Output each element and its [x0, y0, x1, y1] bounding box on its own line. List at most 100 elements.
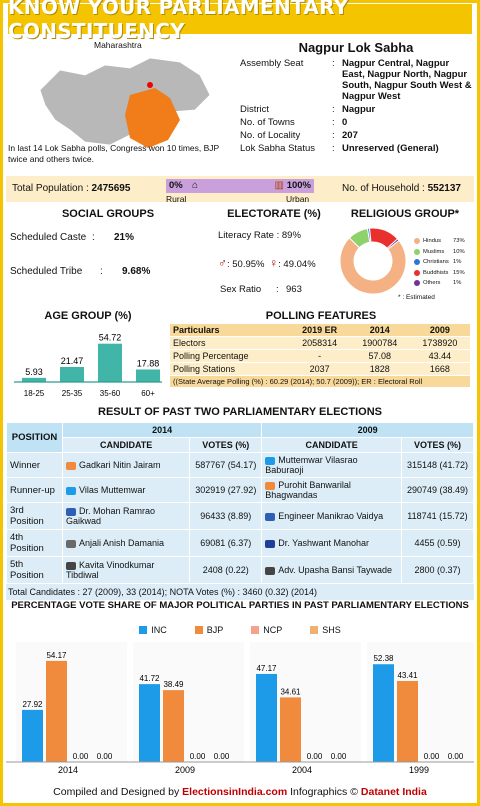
- vote-value-label: 41.72: [139, 674, 160, 683]
- info-label: District: [240, 104, 270, 115]
- info-label: Assembly Seat: [240, 58, 304, 69]
- candidate-2014: Gadkari Nitin Jairam: [61, 452, 191, 478]
- polling-header-cell: 2014: [349, 324, 410, 337]
- candidate-2014: Anjali Anish Damania: [61, 529, 191, 557]
- legend-label: INC: [151, 625, 167, 635]
- info-colon: :: [332, 130, 335, 141]
- info-colon: :: [332, 143, 335, 154]
- page-title: KNOW YOUR PARLIAMENTARY CONSTITUENCY: [8, 0, 349, 43]
- candidate-name: Kavita Vinodkumar Tibdiwal: [66, 560, 155, 580]
- sc-colon: :: [92, 232, 95, 243]
- age-value-label: 21.47: [61, 356, 84, 366]
- constituency-info: Nagpur Lok Sabha Assembly Seat: Nagpur Ce…: [240, 40, 472, 156]
- age-title: AGE GROUP (%): [44, 310, 132, 322]
- polling-note: ((State Average Polling (%) : 60.29 (201…: [170, 376, 470, 387]
- results-table: POSITION 2014 2009 CANDIDATE VOTES (%) C…: [6, 422, 474, 584]
- age-value-label: 5.93: [25, 367, 43, 377]
- info-value: Nagpur: [342, 104, 376, 115]
- urban-pct: 100%: [286, 180, 311, 191]
- info-row: Assembly Seat: Nagpur Central, Nagpur Eas…: [240, 58, 472, 102]
- religion-legend-item: Others 1%: [414, 278, 465, 289]
- urban-label: Urban: [286, 194, 310, 204]
- religion-pct: 73%: [453, 238, 465, 245]
- vote-share-chart: PERCENTAGE VOTE SHARE OF MAJOR POLITICAL…: [6, 600, 474, 778]
- polling-table: Particulars 2019 ER 2014 2009 Electors 20583…: [170, 324, 470, 376]
- chart-title: PERCENTAGE VOTE SHARE OF MAJOR POLITICAL…: [11, 600, 469, 611]
- year-2009-header: 2009: [261, 422, 474, 438]
- vote-value-label: 0.00: [448, 752, 464, 761]
- footer-brand1: ElectionsinIndia.com: [182, 786, 288, 798]
- info-value: 207: [342, 130, 358, 141]
- vote-value-label: 0.00: [424, 752, 440, 761]
- legend-swatch: [310, 626, 319, 634]
- result-position: 3rd Position: [6, 502, 63, 530]
- result-position: Winner: [6, 452, 63, 478]
- legend-dot: [414, 259, 420, 266]
- footer: Compiled and Designed by ElectionsinIndi…: [0, 780, 480, 804]
- female-pct: : 49.04%: [278, 259, 316, 270]
- party-symbol-icon: [66, 507, 76, 516]
- polling-cell: 1900784: [349, 336, 410, 350]
- age-bar: [22, 377, 46, 382]
- religious-title: RELIGIOUS GROUP*: [350, 208, 460, 220]
- religious-group: RELIGIOUS GROUP* Hindus 73% Muslims 10% Chri…: [338, 208, 472, 301]
- votes-2014: 587767 (54.17): [189, 452, 263, 478]
- votes-2014: 302919 (27.92): [189, 477, 263, 503]
- candidate-name: Dr. Mohan Ramrao Gaikwad: [66, 506, 156, 526]
- st-value: 9.68%: [122, 266, 151, 277]
- age-bar: [136, 369, 160, 382]
- male-pct: : 50.95%: [227, 259, 265, 270]
- polling-cell: 1828: [349, 362, 410, 376]
- chart-legend-item: INC: [139, 625, 167, 635]
- constituency-name: Nagpur Lok Sabha: [298, 40, 414, 55]
- legend-label: SHS: [322, 625, 341, 635]
- votes-2009: 118741 (15.72): [401, 502, 474, 530]
- party-symbol-icon: [265, 539, 276, 548]
- vote-bar: [46, 660, 67, 762]
- info-colon: :: [332, 58, 335, 69]
- info-row: No. of Locality:207: [240, 130, 472, 141]
- position-header: POSITION: [6, 422, 63, 453]
- vote-value-label: 52.38: [373, 654, 394, 663]
- chart-category-label: 2004: [292, 765, 312, 775]
- religion-pct: 10%: [453, 248, 465, 255]
- population-label: Total Population :: [12, 183, 89, 194]
- candidate-name: Adv. Upasha Bansi Taywade: [278, 565, 393, 575]
- votes-2014: 96433 (8.89): [189, 502, 263, 530]
- age-bar: [98, 343, 122, 382]
- vote-bar: [139, 684, 160, 762]
- result-position: 4th Position: [6, 529, 63, 557]
- polling-cell: 1738920: [409, 336, 470, 350]
- info-row: No. of Towns:0: [240, 117, 472, 128]
- population-value: 2475695: [91, 183, 131, 194]
- rural-urban-bar: 0% 100% ⌂ ▥: [166, 179, 314, 193]
- candidate-2009: Adv. Upasha Bansi Taywade: [261, 556, 402, 584]
- info-value: Nagpur Central, Nagpur East, Nagpur Nort…: [342, 58, 472, 102]
- age-group-label: 18-25: [24, 389, 45, 398]
- sc-label: Scheduled Caste: [10, 232, 87, 243]
- vote-bar: [22, 709, 43, 762]
- footer-brand2: Datanet India: [360, 786, 427, 798]
- legend-label: NCP: [263, 625, 283, 635]
- vote-value-label: 0.00: [73, 752, 89, 761]
- info-colon: :: [332, 117, 335, 128]
- polling-features: POLLING FEATURES Particulars 2019 ER 2014 2…: [170, 310, 472, 400]
- polling-header-cell: Particulars: [170, 324, 290, 337]
- page-title-bar: KNOW YOUR PARLIAMENTARY CONSTITUENCY: [8, 0, 472, 43]
- social-groups: SOCIAL GROUPS Scheduled Caste : 21% Sche…: [8, 208, 208, 300]
- household-value: 552137: [427, 183, 461, 194]
- polling-row: Polling Percentage -57.08 43.44: [170, 349, 470, 363]
- polling-row: Polling Stations 2037 1828 1668: [170, 362, 470, 376]
- rural-label: Rural: [166, 194, 187, 204]
- legend-dot: [414, 269, 420, 276]
- votes-2014: 69081 (6.37): [189, 529, 263, 557]
- polling-cell: Polling Percentage: [170, 349, 290, 363]
- candidate-name: Engineer Manikrao Vaidya: [278, 511, 384, 521]
- hut-icon: ⌂: [192, 180, 199, 191]
- chart-category-label: 2009: [175, 765, 195, 775]
- religion-name: Others: [423, 280, 441, 287]
- footer-mid: Infographics ©: [290, 786, 358, 798]
- vote-value-label: 0.00: [331, 752, 347, 761]
- religion-pie: [339, 227, 407, 295]
